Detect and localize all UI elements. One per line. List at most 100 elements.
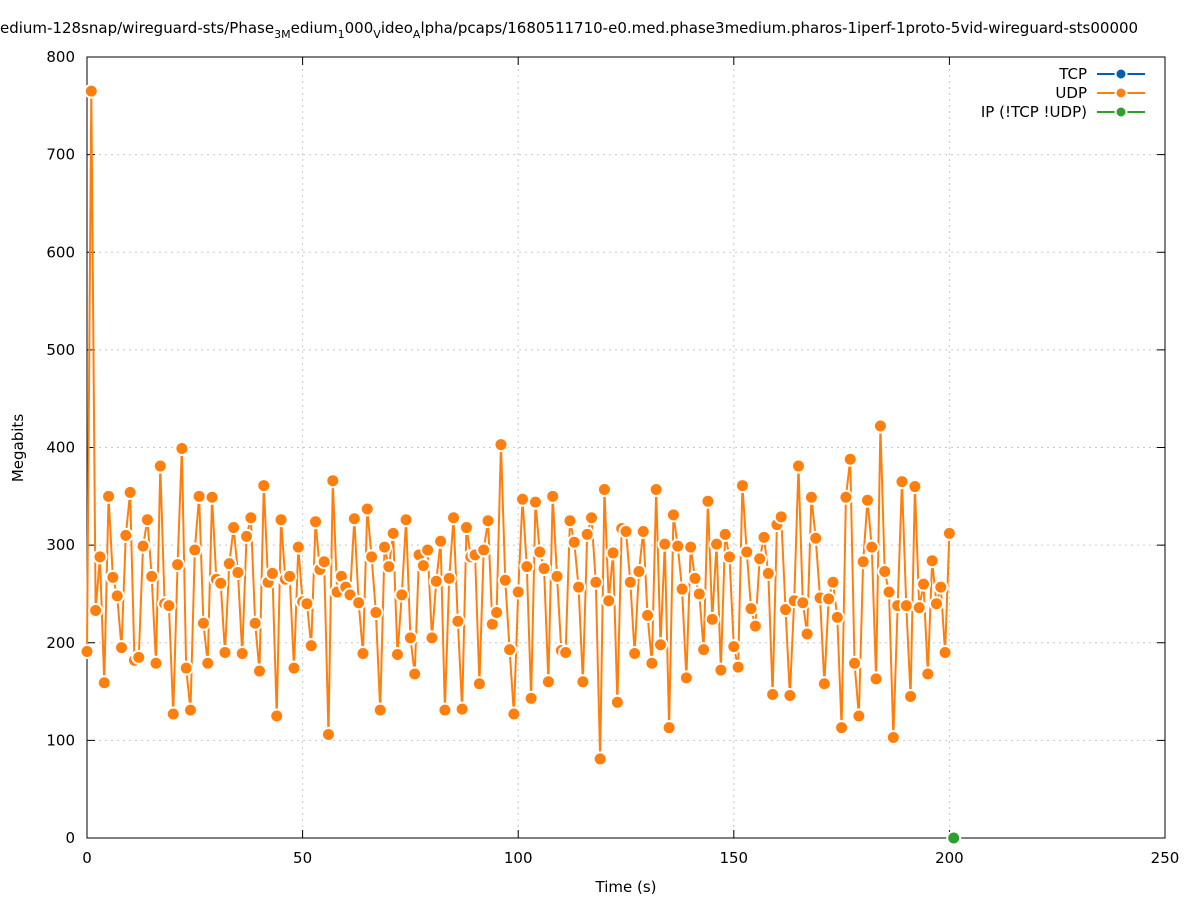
data-point <box>847 655 863 671</box>
data-point <box>834 720 850 736</box>
data-point <box>825 574 841 590</box>
title-segment: 000 <box>345 19 374 37</box>
data-point <box>868 671 884 687</box>
data-point <box>661 720 677 736</box>
data-point <box>704 611 720 627</box>
data-point <box>139 512 155 528</box>
data-point <box>441 570 457 586</box>
data-point <box>752 551 768 567</box>
data-point <box>200 655 216 671</box>
data-point <box>609 694 625 710</box>
data-point <box>471 676 487 692</box>
data-point <box>251 663 267 679</box>
data-point <box>907 479 923 495</box>
data-point <box>709 536 725 552</box>
data-point <box>536 561 552 577</box>
data-point <box>282 568 298 584</box>
title-segment: 3M <box>274 28 291 41</box>
data-point <box>83 83 99 99</box>
x-axis-label: Time (s) <box>595 878 657 896</box>
title-segment: V <box>373 28 381 41</box>
data-point <box>782 687 798 703</box>
data-point <box>113 640 129 656</box>
data-point <box>368 604 384 620</box>
data-point <box>92 549 108 565</box>
data-point <box>855 554 871 570</box>
data-point <box>450 613 466 629</box>
y-tick-label: 600 <box>46 243 75 261</box>
data-point <box>424 630 440 646</box>
data-point <box>420 542 436 558</box>
y-tick-label: 700 <box>46 146 75 164</box>
plot-frame <box>86 56 1166 839</box>
data-point <box>726 639 742 655</box>
data-point <box>821 591 837 607</box>
data-point <box>678 670 694 686</box>
data-point <box>101 488 117 504</box>
data-point <box>519 559 535 575</box>
data-point <box>842 451 858 467</box>
y-tick-label: 500 <box>46 341 75 359</box>
data-point <box>476 542 492 558</box>
data-point <box>96 675 112 691</box>
y-axis-label: Megabits <box>9 414 27 482</box>
data-point <box>717 526 733 542</box>
data-point <box>79 644 95 660</box>
data-point <box>178 660 194 676</box>
data-point <box>941 525 957 541</box>
data-point <box>213 575 229 591</box>
data-point <box>683 539 699 555</box>
data-point <box>721 549 737 565</box>
data-point <box>674 581 690 597</box>
data-point <box>562 513 578 529</box>
data-point <box>381 559 397 575</box>
data-point <box>916 576 932 592</box>
title-segment: edium-128snap/wireguard-sts/Phase <box>0 19 274 37</box>
legend-swatch <box>1114 105 1128 119</box>
data-point <box>687 570 703 586</box>
data-point <box>191 488 207 504</box>
x-tick-label: 100 <box>504 849 533 867</box>
data-point <box>558 645 574 661</box>
data-point <box>648 481 664 497</box>
data-point <box>898 598 914 614</box>
data-point <box>601 593 617 609</box>
data-point <box>894 474 910 490</box>
data-point <box>829 609 845 625</box>
data-point <box>256 478 272 494</box>
data-point <box>933 579 949 595</box>
data-point <box>596 481 612 497</box>
data-point <box>502 642 518 658</box>
data-point <box>182 702 198 718</box>
data-point <box>739 544 755 560</box>
data-point <box>881 584 897 600</box>
data-point <box>226 520 242 536</box>
data-point <box>510 584 526 600</box>
data-point <box>903 688 919 704</box>
data-point <box>131 649 147 665</box>
data-point <box>195 615 211 631</box>
data-point <box>571 579 587 595</box>
data-point <box>355 645 371 661</box>
data-point <box>760 565 776 581</box>
data-point <box>696 642 712 658</box>
data-point <box>743 601 759 617</box>
x-tick-label: 150 <box>719 849 748 867</box>
data-point <box>394 587 410 603</box>
title-segment: ideo <box>381 19 413 37</box>
y-tick-label: 100 <box>46 731 75 749</box>
data-point <box>351 595 367 611</box>
data-point <box>458 520 474 536</box>
data-point <box>627 645 643 661</box>
data-point <box>635 523 651 539</box>
data-point <box>243 510 259 526</box>
x-tick-label: 50 <box>293 849 312 867</box>
data-point <box>851 708 867 724</box>
data-point <box>398 512 414 528</box>
data-point <box>523 690 539 706</box>
data-point <box>316 554 332 570</box>
data-point <box>747 618 763 634</box>
data-point <box>527 494 543 510</box>
data-point <box>631 563 647 579</box>
data-point <box>864 539 880 555</box>
